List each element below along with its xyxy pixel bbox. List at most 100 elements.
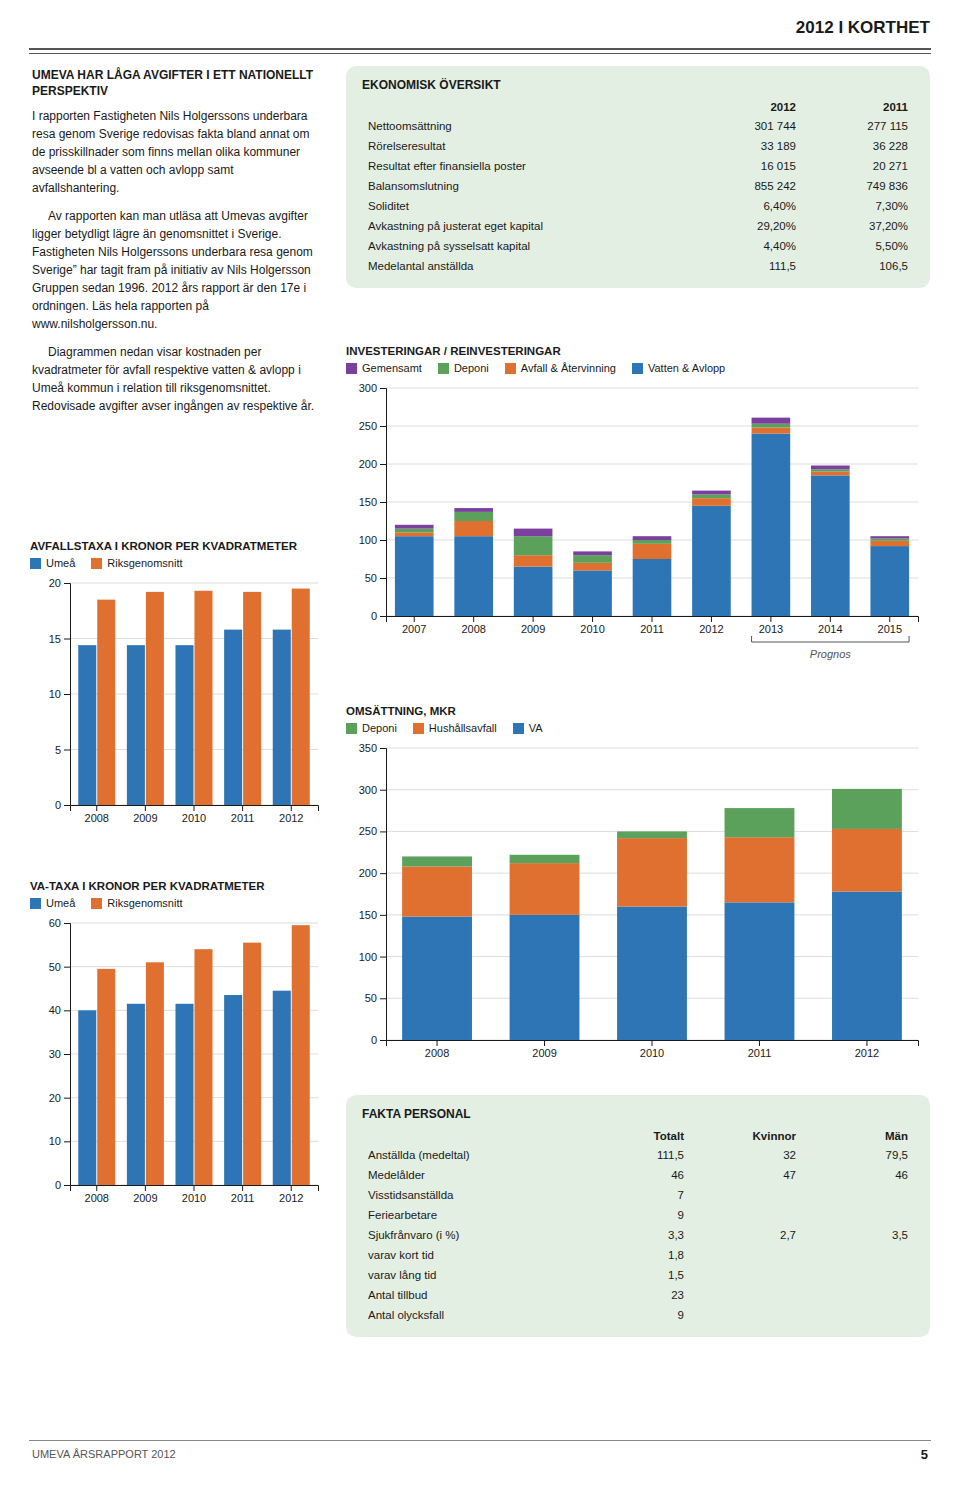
bar	[633, 544, 672, 559]
tick-mark	[64, 1141, 70, 1142]
bar	[692, 498, 731, 506]
tick-mark	[889, 616, 890, 622]
bar	[692, 506, 731, 616]
y-tick: 0	[55, 799, 70, 811]
tick-mark	[242, 1185, 243, 1191]
table-row: varav lång tid1,5	[362, 1265, 914, 1285]
bars	[395, 418, 909, 616]
tick-label: 40	[49, 1004, 61, 1016]
legend-label: Riksgenomsnitt	[107, 897, 182, 909]
axis-domain	[71, 1186, 319, 1192]
y-tick: 250	[359, 420, 386, 432]
y-tick: 200	[359, 867, 386, 879]
bar	[870, 546, 909, 616]
y-tick: 250	[359, 825, 386, 837]
table-header-cell: 2011	[802, 98, 914, 116]
table-cell: Rörelseresultat	[362, 136, 690, 156]
x-tick: 2012	[279, 1185, 303, 1204]
x-tick: 2010	[640, 1040, 664, 1059]
plot: 200820092010201120120102030405060	[49, 917, 319, 1204]
tick-mark	[64, 1010, 70, 1011]
legend-label: Riksgenomsnitt	[107, 557, 182, 569]
legend-label: Hushållsavfall	[429, 722, 497, 734]
table-cell: 16 015	[690, 156, 802, 176]
table-cell	[802, 1265, 914, 1285]
legend-swatch	[30, 558, 41, 569]
footer-rule	[29, 1440, 931, 1441]
page-number: 5	[921, 1447, 928, 1462]
bar	[725, 837, 795, 902]
bar	[454, 521, 493, 536]
legend-swatch	[91, 558, 102, 569]
grid-line	[70, 966, 318, 967]
table-cell: Visstidsanställda	[362, 1185, 578, 1205]
x-tick: 2008	[461, 616, 485, 635]
table-cell	[690, 1185, 802, 1205]
tick-mark	[145, 1185, 146, 1191]
legend-item: VA	[513, 722, 543, 734]
y-axis: 05101520	[49, 577, 71, 811]
tick-mark	[380, 464, 386, 465]
header-rule	[29, 48, 931, 50]
bar-series	[402, 891, 902, 1040]
bar	[175, 645, 193, 805]
table-row: Nettoomsättning301 744277 115	[362, 116, 914, 136]
axis-domain	[387, 617, 919, 623]
y-tick: 40	[49, 1004, 70, 1016]
legend-swatch	[346, 723, 357, 734]
y-tick: 15	[49, 633, 70, 645]
table-row: Antal tillbud23	[362, 1285, 914, 1305]
tick-label: 15	[49, 633, 61, 645]
table-cell: varav kort tid	[362, 1245, 578, 1265]
tick-label: 2010	[580, 623, 604, 635]
tick-label: 2010	[640, 1047, 664, 1059]
table-cell: 6,40%	[690, 196, 802, 216]
x-tick: 2010	[182, 805, 206, 824]
tick-mark	[866, 1040, 867, 1046]
table-cell: 4,40%	[690, 236, 802, 256]
y-tick: 10	[49, 688, 70, 700]
tick-label: 2011	[640, 623, 664, 635]
text-block: UMEVA HAR LÅGA AVGIFTER I ETT NATIONELLT…	[32, 68, 322, 425]
text-paragraph: I rapporten Fastigheten Nils Holgerssons…	[32, 107, 322, 197]
bar	[573, 563, 612, 571]
grid-line	[386, 388, 918, 389]
tick-mark	[380, 915, 386, 916]
grid-line	[386, 748, 918, 749]
chart-title: OMSÄTTNING, MKR	[346, 705, 930, 717]
table: TotaltKvinnorMänAnställda (medeltal)111,…	[362, 1127, 914, 1325]
tick-mark	[770, 616, 771, 622]
tick-mark	[64, 639, 70, 640]
grid-line	[386, 464, 918, 465]
y-axis: 050100150200250300350	[359, 742, 387, 1046]
y-axis: 050100150200250300	[359, 382, 387, 622]
legend-item: Hushållsavfall	[413, 722, 497, 734]
tick-label: 10	[49, 1135, 61, 1147]
y-tick: 200	[359, 458, 386, 470]
table-cell: Soliditet	[362, 196, 690, 216]
bar	[510, 863, 580, 915]
x-axis: 20082009201020112012	[387, 1040, 919, 1059]
tick-mark	[291, 1185, 292, 1191]
tick-mark	[64, 923, 70, 924]
tick-label: 200	[359, 867, 377, 879]
bar	[617, 838, 687, 906]
table-cell	[802, 1285, 914, 1305]
tick-label: 350	[359, 742, 377, 754]
tick-label: 2008	[85, 812, 109, 824]
bars	[78, 925, 310, 1185]
table-cell: varav lång tid	[362, 1265, 578, 1285]
legend-item: Riksgenomsnitt	[91, 897, 182, 909]
tick-mark	[380, 957, 386, 958]
bar	[402, 917, 472, 1040]
x-tick: 2008	[85, 805, 109, 824]
x-tick: 2011	[748, 1040, 772, 1059]
table-row: Feriearbetare9	[362, 1205, 914, 1225]
table-header-cell	[362, 1127, 578, 1145]
tick-mark	[592, 616, 593, 622]
text-title: UMEVA HAR LÅGA AVGIFTER I ETT NATIONELLT…	[32, 68, 322, 99]
legend-item: Deponi	[346, 722, 397, 734]
tick-label: 250	[359, 420, 377, 432]
legend-swatch	[505, 363, 516, 374]
table-cell: Balansomslutning	[362, 176, 690, 196]
